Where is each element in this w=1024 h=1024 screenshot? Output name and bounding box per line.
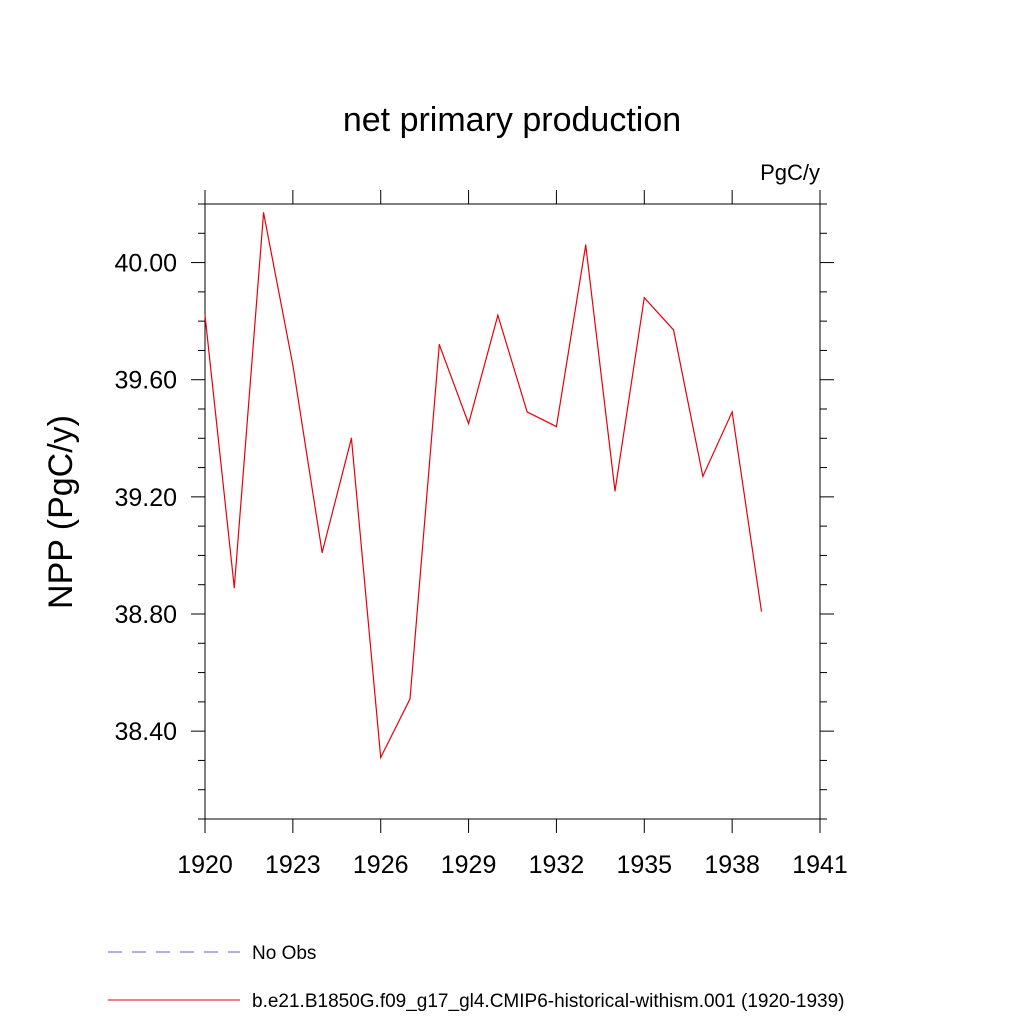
- x-tick-label: 1920: [177, 851, 233, 879]
- y-tick-label: 38.80: [114, 601, 177, 629]
- y-tick-label: 40.00: [114, 250, 177, 278]
- data-point: [321, 551, 323, 554]
- data-point: [702, 475, 704, 477]
- data-point: [760, 610, 763, 612]
- data-point: [262, 212, 265, 214]
- legend-label-0: No Obs: [252, 943, 316, 964]
- legend: No Obs b.e21.B1850G.f09_g17_gl4.CMIP6-his…: [108, 943, 845, 1012]
- data-point: [292, 364, 294, 366]
- y-tick-label: 38.40: [114, 718, 177, 746]
- x-tick-label: 1926: [353, 851, 409, 879]
- data-point: [614, 490, 616, 492]
- y-tick-label: 39.20: [114, 484, 177, 512]
- x-tick-label: 1935: [616, 851, 672, 879]
- y-axis-label: NPP (PgC/y): [42, 415, 80, 609]
- plot-area: 1920 1923 1926 1929 1932 1935 1938 1941 38.40 38.…: [114, 190, 848, 879]
- data-point: [438, 343, 440, 346]
- units-label: PgC/y: [760, 160, 820, 185]
- legend-label-1: b.e21.B1850G.f09_g17_gl4.CMIP6-historica…: [252, 991, 845, 1012]
- y-tick-label: 39.60: [114, 367, 177, 395]
- x-tick-label: 1932: [529, 851, 585, 879]
- data-point: [731, 411, 733, 413]
- data-point: [555, 425, 558, 428]
- data-point: [643, 297, 645, 299]
- x-tick-label: 1929: [441, 851, 497, 879]
- data-point: [467, 423, 470, 425]
- data-point: [497, 314, 499, 316]
- x-tick-label: 1941: [792, 851, 848, 879]
- data-point: [672, 329, 675, 331]
- plot-frame: [204, 203, 821, 820]
- data-point: [409, 698, 411, 700]
- data-point: [380, 756, 382, 759]
- data-point: [350, 437, 353, 439]
- data-point: [204, 314, 206, 316]
- series-line-1: [204, 212, 763, 760]
- data-point: [585, 244, 587, 246]
- data-point: [233, 587, 235, 589]
- x-tick-label: 1938: [704, 851, 760, 879]
- chart-title: net primary production: [343, 101, 681, 139]
- data-point: [526, 411, 528, 413]
- x-tick-label: 1923: [265, 851, 321, 879]
